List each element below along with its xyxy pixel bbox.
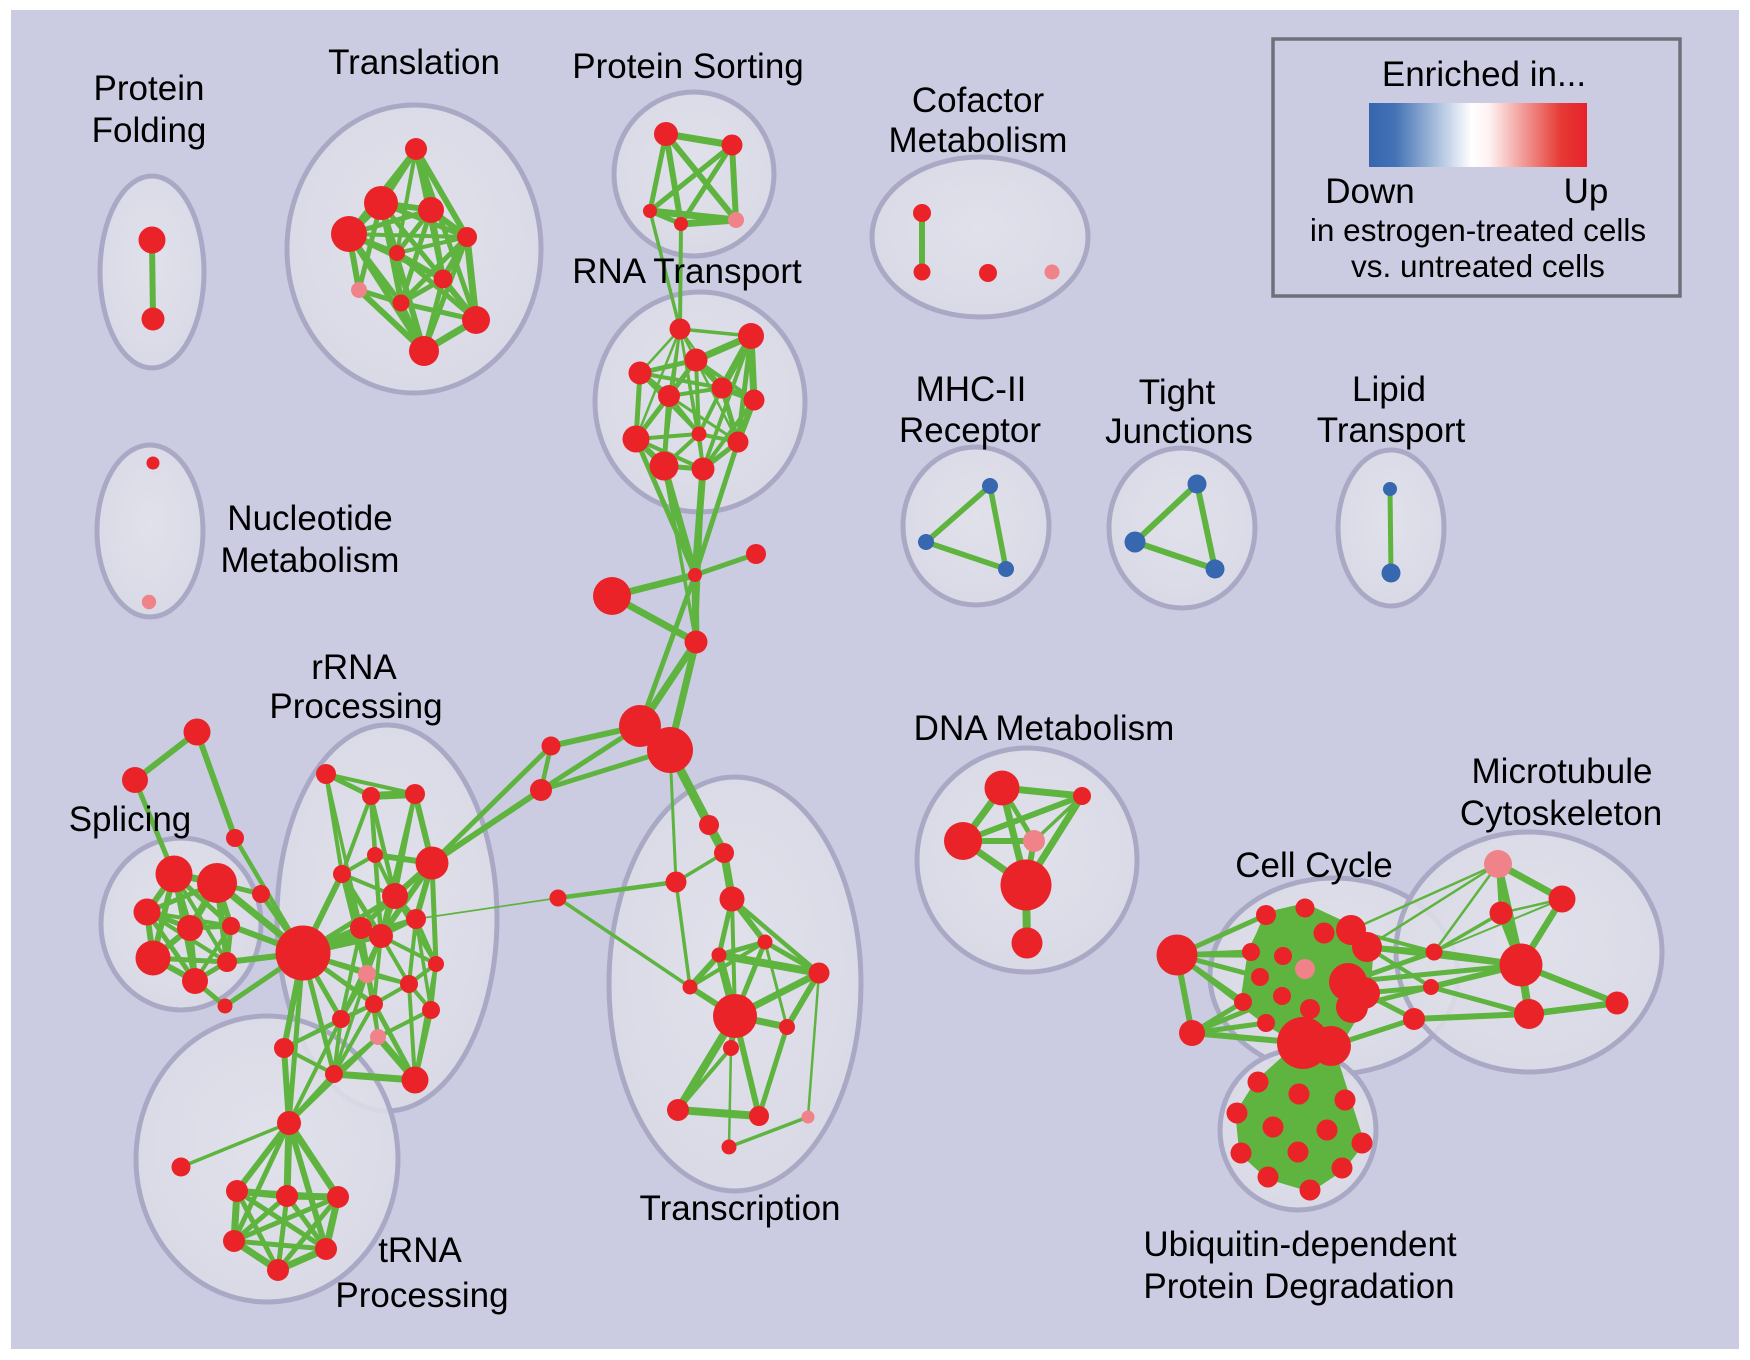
svg-text:Metabolism: Metabolism [889, 121, 1068, 160]
svg-text:Receptor: Receptor [899, 411, 1041, 450]
svg-text:DNA Metabolism: DNA Metabolism [914, 709, 1175, 748]
svg-text:Nucleotide: Nucleotide [227, 499, 392, 538]
svg-text:Lipid: Lipid [1352, 370, 1426, 409]
svg-text:Protein Degradation: Protein Degradation [1143, 1267, 1454, 1306]
svg-text:Enriched in...: Enriched in... [1382, 55, 1586, 94]
svg-text:Ubiquitin-dependent: Ubiquitin-dependent [1143, 1225, 1457, 1264]
svg-text:in estrogen-treated cells: in estrogen-treated cells [1310, 212, 1646, 248]
svg-text:Cytoskeleton: Cytoskeleton [1460, 794, 1662, 833]
svg-text:rRNA: rRNA [311, 648, 397, 687]
svg-text:Folding: Folding [92, 111, 207, 150]
svg-text:Junctions: Junctions [1105, 412, 1253, 451]
svg-text:Splicing: Splicing [69, 800, 192, 839]
svg-text:Cofactor: Cofactor [912, 81, 1045, 120]
svg-text:Protein Sorting: Protein Sorting [572, 47, 804, 86]
svg-text:RNA Transport: RNA Transport [572, 252, 802, 291]
svg-text:Cell Cycle: Cell Cycle [1235, 846, 1393, 885]
svg-text:vs. untreated cells: vs. untreated cells [1351, 248, 1605, 284]
svg-text:Down: Down [1325, 172, 1414, 211]
svg-text:Processing: Processing [335, 1276, 508, 1315]
svg-text:Metabolism: Metabolism [221, 541, 400, 580]
svg-text:MHC-II: MHC-II [916, 370, 1027, 409]
svg-text:Tight: Tight [1139, 373, 1216, 412]
svg-text:Processing: Processing [269, 687, 442, 726]
svg-text:tRNA: tRNA [378, 1231, 462, 1270]
svg-text:Transport: Transport [1317, 411, 1466, 450]
svg-text:Microtubule: Microtubule [1472, 752, 1653, 791]
svg-text:Translation: Translation [328, 43, 500, 82]
svg-text:Up: Up [1564, 172, 1609, 211]
svg-text:Protein: Protein [94, 69, 205, 108]
svg-text:Transcription: Transcription [640, 1189, 841, 1228]
